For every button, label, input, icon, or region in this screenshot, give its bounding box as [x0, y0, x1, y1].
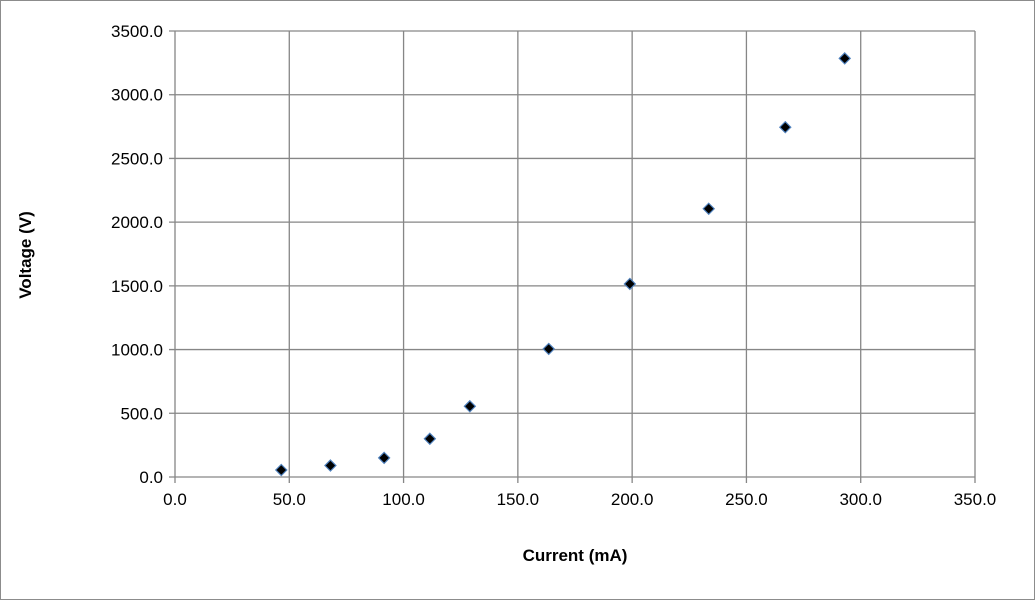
y-tick-label: 3500.0 — [111, 22, 163, 41]
y-axis-title: Voltage (V) — [16, 211, 35, 299]
y-tick-label: 2000.0 — [111, 213, 163, 232]
data-point — [377, 451, 391, 465]
x-tick-label: 250.0 — [725, 490, 768, 509]
data-point — [838, 52, 852, 65]
data-point — [463, 399, 477, 413]
x-axis-title: Current (mA) — [523, 546, 628, 565]
y-tick-label: 500.0 — [120, 404, 163, 423]
y-tick-label: 0.0 — [139, 468, 163, 487]
x-tick-label: 50.0 — [273, 490, 306, 509]
data-point — [324, 459, 337, 472]
data-point — [702, 202, 716, 216]
x-tick-label: 150.0 — [497, 490, 540, 509]
data-points — [274, 52, 852, 477]
y-tick-label: 1000.0 — [111, 341, 163, 360]
x-axis-tick-labels: 0.0 50.0 100.0 150.0 200.0 250.0 300.0 350.0 — [163, 490, 996, 509]
x-tick-label: 0.0 — [163, 490, 187, 509]
data-point — [623, 277, 637, 291]
horizontal-gridlines — [169, 30, 975, 478]
y-tick-label: 3000.0 — [111, 86, 163, 105]
x-tick-label: 350.0 — [954, 490, 997, 509]
x-tick-label: 300.0 — [839, 490, 882, 509]
x-tick-label: 100.0 — [382, 490, 425, 509]
y-tick-label: 1500.0 — [111, 277, 163, 296]
vertical-gridlines — [174, 31, 976, 483]
data-point — [274, 463, 288, 477]
data-point — [542, 342, 556, 356]
data-point — [778, 120, 792, 134]
y-tick-label: 2500.0 — [111, 149, 163, 168]
y-axis-tick-labels: 0.0 500.0 1000.0 1500.0 2000.0 2500.0 3000.0 35… — [111, 22, 163, 487]
data-point — [423, 432, 437, 446]
x-tick-label: 200.0 — [611, 490, 654, 509]
